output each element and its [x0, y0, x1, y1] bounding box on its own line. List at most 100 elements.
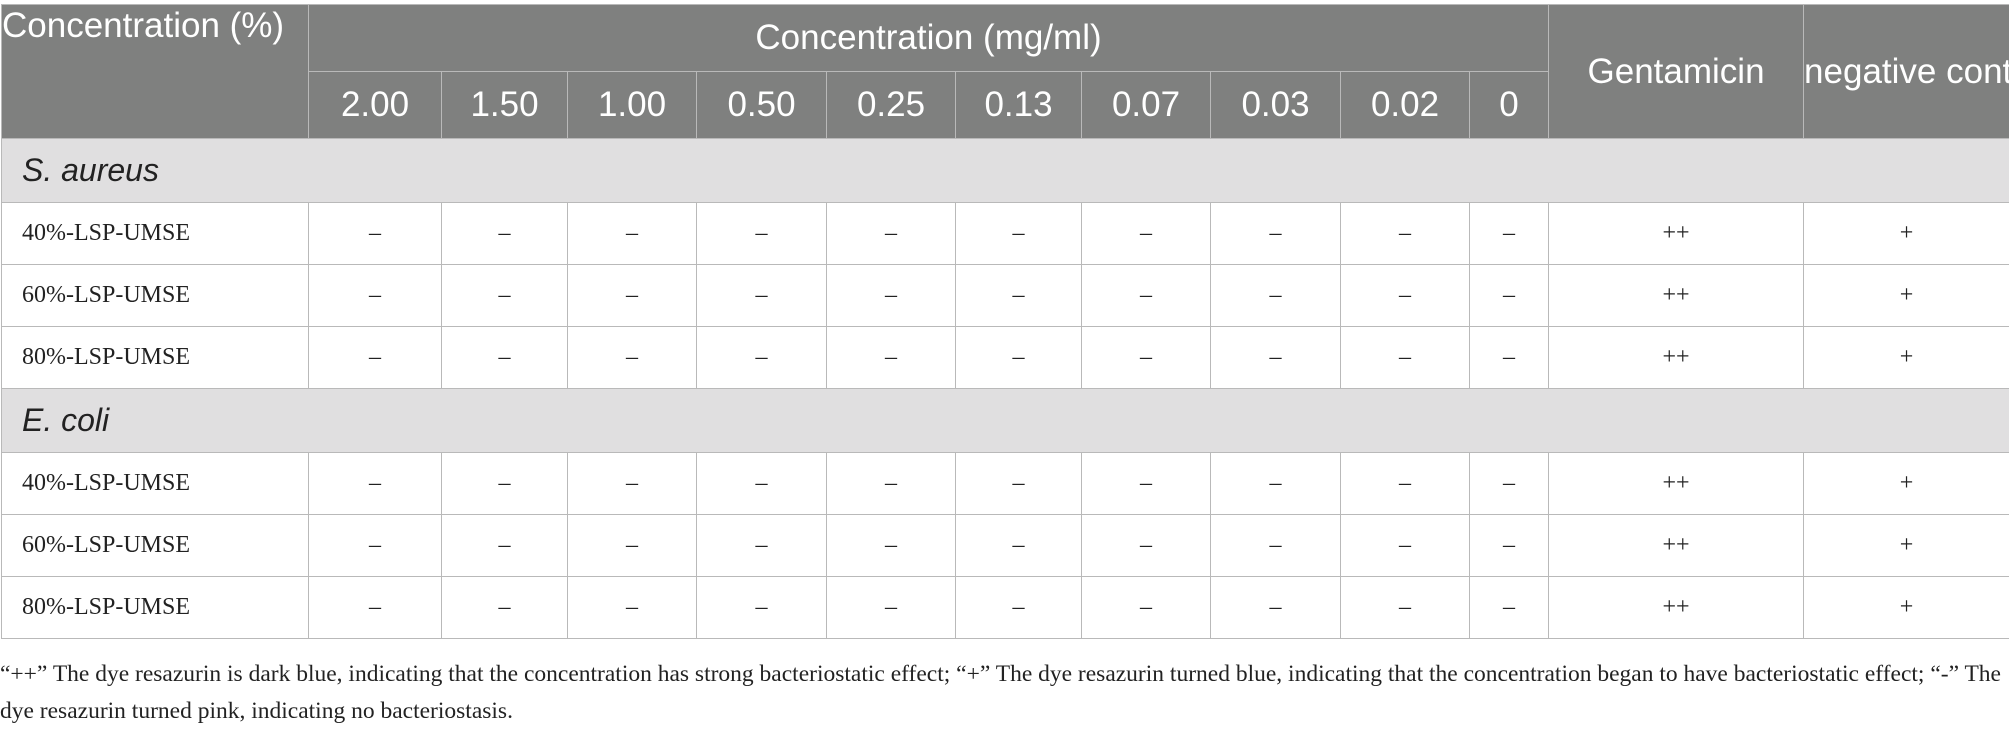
concentration-header: 0.50 — [696, 71, 827, 139]
result-cell: – — [1081, 514, 1211, 577]
concentration-group-header: Concentration (mg/ml) — [307, 4, 1550, 72]
table-body: S. aureus 40%-LSP-UMSE – – – – – – – – – – ++ +60%-LS… — [0, 138, 2009, 639]
result-cell: ++ — [1548, 452, 1805, 515]
result-cell: – — [955, 202, 1082, 265]
result-cell: – — [955, 514, 1082, 577]
result-cell: – — [308, 452, 442, 515]
result-cell: – — [696, 514, 827, 577]
result-cell: – — [308, 202, 442, 265]
row-label: 40%-LSP-UMSE — [1, 452, 309, 515]
result-cell: – — [1210, 264, 1341, 327]
concentration-header: 1.00 — [567, 71, 697, 139]
result-cell: – — [441, 326, 568, 389]
result-cell: – — [1468, 326, 1550, 389]
table-row: 40%-LSP-UMSE – – – – – – – – – – ++ + — [1, 202, 2009, 265]
result-cell: – — [308, 514, 442, 577]
result-cell: – — [955, 326, 1082, 389]
corner-header: Concentration (%) — [1, 4, 309, 139]
result-cell: – — [1081, 576, 1211, 639]
result-cell: – — [1210, 326, 1341, 389]
result-cell: – — [1340, 576, 1470, 639]
section-title: S. aureus — [0, 138, 2009, 203]
result-cell: – — [441, 452, 568, 515]
row-label: 80%-LSP-UMSE — [1, 576, 309, 639]
result-cell: – — [696, 264, 827, 327]
result-cell: – — [1340, 326, 1470, 389]
concentration-header: 0.02 — [1340, 71, 1470, 139]
gentamicin-header: Gentamicin — [1548, 4, 1805, 139]
result-cell: – — [696, 452, 827, 515]
table-row: 60%-LSP-UMSE – – – – – – – – – – ++ + — [1, 264, 2009, 327]
result-cell: – — [441, 264, 568, 327]
result-cell: – — [567, 326, 697, 389]
result-cell: – — [567, 576, 697, 639]
table-row: 60%-LSP-UMSE – – – – – – – – – – ++ + — [1, 514, 2009, 577]
result-cell: – — [1210, 576, 1341, 639]
section-row: E. coli — [0, 388, 2009, 453]
result-cell: – — [826, 264, 956, 327]
result-cell: ++ — [1548, 326, 1805, 389]
result-cell: – — [826, 576, 956, 639]
result-cell: – — [826, 514, 956, 577]
result-cell: ++ — [1548, 264, 1805, 327]
section-title: E. coli — [0, 388, 2009, 453]
negative-control-header: negative control — [1803, 4, 2009, 139]
result-cell: – — [441, 576, 568, 639]
result-cell: – — [955, 264, 1082, 327]
result-cell: + — [1803, 202, 2009, 265]
concentration-header: 0.07 — [1081, 71, 1211, 139]
bacteriostasis-table: Concentration (%) Concentration (mg/ml) … — [0, 4, 2009, 639]
result-cell: – — [567, 452, 697, 515]
result-cell: – — [308, 264, 442, 327]
result-cell: – — [696, 576, 827, 639]
table-row: 80%-LSP-UMSE – – – – – – – – – – ++ + — [1, 576, 2009, 639]
result-cell: + — [1803, 264, 2009, 327]
row-label: 80%-LSP-UMSE — [1, 326, 309, 389]
table-row: 80%-LSP-UMSE – – – – – – – – – – ++ + — [1, 326, 2009, 389]
result-cell: – — [1210, 452, 1341, 515]
result-cell: – — [955, 576, 1082, 639]
result-cell: – — [1468, 452, 1550, 515]
concentration-header: 2.00 — [308, 71, 442, 139]
result-cell: – — [567, 514, 697, 577]
result-cell: – — [441, 202, 568, 265]
header-row-2: 2.00 1.50 1.00 0.50 0.25 0.13 0.07 0.03 … — [2, 71, 2009, 139]
result-cell: ++ — [1548, 202, 1805, 265]
result-cell: – — [1210, 514, 1341, 577]
concentration-header: 0.03 — [1210, 71, 1341, 139]
table-footnote: “++” The dye resazurin is dark blue, ind… — [0, 661, 2001, 724]
row-label: 60%-LSP-UMSE — [1, 514, 309, 577]
result-cell: – — [826, 326, 956, 389]
result-cell: + — [1803, 452, 2009, 515]
concentration-header: 0 — [1468, 71, 1550, 139]
section-row: S. aureus — [0, 138, 2009, 203]
result-cell: – — [1081, 264, 1211, 327]
result-cell: – — [1340, 514, 1470, 577]
result-cell: – — [696, 202, 827, 265]
result-cell: – — [1081, 452, 1211, 515]
result-cell: – — [1340, 452, 1470, 515]
result-cell: + — [1803, 514, 2009, 577]
result-cell: – — [1340, 202, 1470, 265]
result-cell: – — [696, 326, 827, 389]
header-row-1: Concentration (%) Concentration (mg/ml) … — [1, 4, 2009, 139]
result-cell: – — [1081, 202, 1211, 265]
concentration-header: 0.25 — [826, 71, 956, 139]
result-cell: – — [1468, 514, 1550, 577]
row-label: 60%-LSP-UMSE — [1, 264, 309, 327]
row-label: 40%-LSP-UMSE — [1, 202, 309, 265]
result-cell: – — [441, 514, 568, 577]
result-cell: – — [1468, 264, 1550, 327]
result-cell: – — [1468, 202, 1550, 265]
result-cell: – — [567, 202, 697, 265]
result-cell: ++ — [1548, 514, 1805, 577]
result-cell: – — [567, 264, 697, 327]
results-table-container: Concentration (%) Concentration (mg/ml) … — [0, 4, 2009, 639]
result-cell: – — [955, 452, 1082, 515]
concentration-header: 1.50 — [441, 71, 568, 139]
result-cell: – — [1210, 202, 1341, 265]
result-cell: + — [1803, 576, 2009, 639]
result-cell: – — [308, 326, 442, 389]
result-cell: – — [1468, 576, 1550, 639]
result-cell: – — [826, 452, 956, 515]
